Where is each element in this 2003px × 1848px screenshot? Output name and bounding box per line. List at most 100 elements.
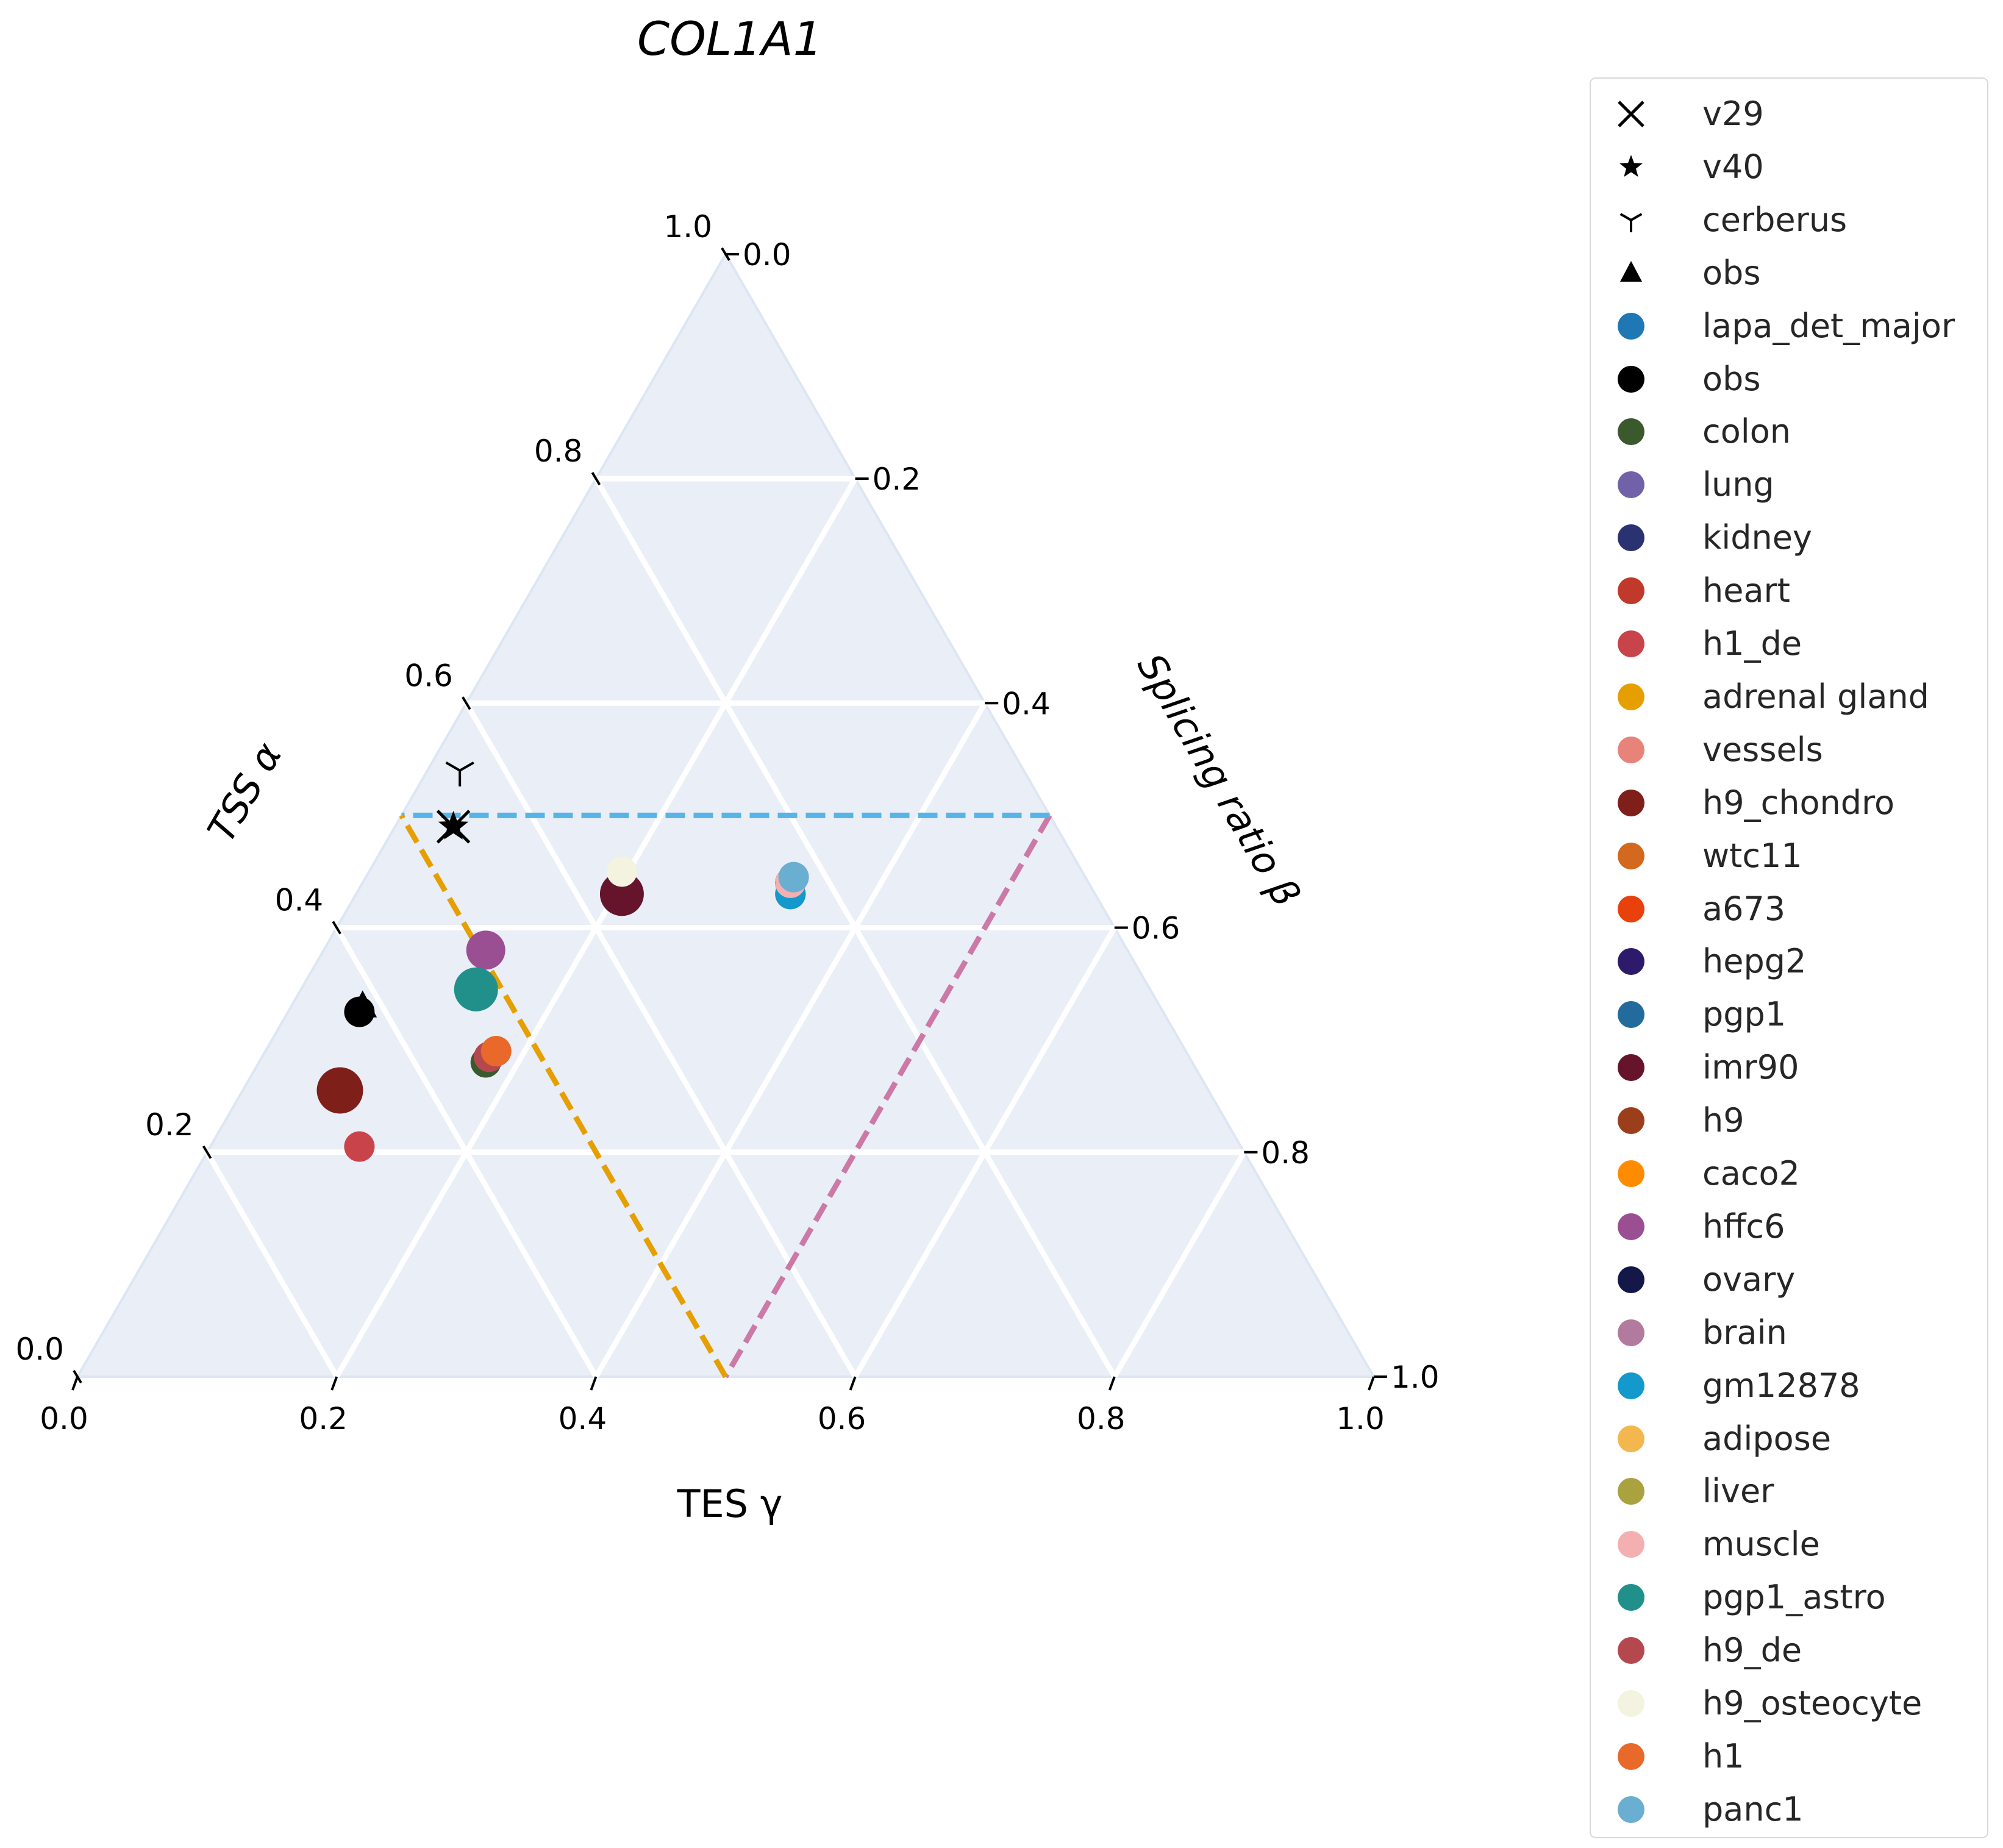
legend-item: h9_osteocyte [1591,1679,1987,1728]
legend-item: gm12878 [1591,1361,1987,1410]
legend-swatch [1618,1690,1644,1717]
tick-label-a: 1.0 [663,209,712,244]
legend-item: obs [1591,249,1987,298]
tick-label-b: 1.0 [1391,1360,1440,1395]
legend-item: a673 [1591,885,1987,933]
ternary-chart: COL1A1 0.0 0.0 0.0 0.2 0.2 0.2 0.4 0.4 0.4 0.6 0.6… [15,12,1440,1526]
legend-swatch [1618,1478,1644,1505]
legend-label: a673 [1702,889,1786,928]
tick-c [330,1376,338,1391]
legend-swatch [1619,154,1643,177]
point-v40 [438,810,469,840]
tick-label-b: 0.2 [873,462,921,497]
legend-label: cerberus [1702,200,1848,239]
legend: v29 v40 cerberus obs lapa_det_major obs colon l… [1590,77,1988,1838]
tick-a [202,1145,212,1159]
legend-label: adipose [1702,1419,1832,1458]
legend-swatch [1618,1796,1644,1823]
legend-swatch [1618,1160,1644,1187]
gridline-c [204,1151,340,1379]
legend-label: hepg2 [1702,942,1807,981]
legend-swatch [1618,1001,1644,1029]
tick-a [721,247,730,261]
legend-swatch [1618,524,1644,552]
legend-swatch [1618,1425,1644,1452]
legend-item: muscle [1591,1520,1987,1569]
guide-line-splicing-threshold [723,814,1052,1379]
legend-label: v40 [1702,147,1764,186]
legend-item: colon [1591,407,1987,456]
legend-label: caco2 [1702,1154,1800,1193]
legend-item: vessels [1591,726,1987,774]
legend-item: pgp1_astro [1591,1573,1987,1622]
legend-item: h9_chondro [1591,779,1987,827]
legend-label: h9_chondro [1702,783,1895,822]
legend-swatch [1618,101,1644,127]
tick-a [462,696,471,710]
legend-item: wtc11 [1591,832,1987,880]
axis-label-tes: TES γ [677,1482,783,1526]
tick-label-c: 0.0 [40,1401,88,1436]
tick-label-a: 0.0 [15,1332,64,1367]
tick-c [1368,1376,1375,1391]
tick-label-a: 0.2 [145,1107,194,1143]
legend-item: adrenal gland [1591,672,1987,721]
point-h9_chondro [316,1067,363,1114]
legend-label: imr90 [1702,1048,1799,1087]
legend-label: vessels [1702,730,1823,769]
legend-item: cerberus [1591,196,1987,244]
point-h1 [480,1036,512,1067]
legend-swatch [1618,312,1644,340]
legend-label: liver [1702,1472,1774,1511]
legend-swatch [1618,683,1644,710]
point-panc1 [778,862,809,893]
legend-label: ovary [1702,1260,1796,1299]
legend-label: h1 [1702,1736,1744,1775]
legend-item: hepg2 [1591,937,1987,986]
tick-label-b: 0.0 [743,237,791,273]
gridline-c [334,926,599,1379]
legend-label: adrenal gland [1702,677,1929,716]
legend-swatch [1618,1107,1644,1135]
legend-swatch [1618,577,1644,605]
legend-swatch [1618,630,1644,657]
legend-swatch [1618,365,1644,393]
legend-label: muscle [1702,1525,1820,1564]
legend-label: hffc6 [1702,1207,1785,1246]
tick-label-c: 0.4 [559,1401,607,1436]
tick-label-a: 0.4 [275,883,324,918]
legend-item: h1_de [1591,619,1987,668]
legend-label: h9 [1702,1101,1744,1140]
legend-label: kidney [1702,518,1812,557]
legend-swatch [1618,842,1644,869]
point-hffc6 [466,930,505,970]
legend-label: pgp1_astro [1702,1578,1886,1617]
legend-swatch [1618,736,1644,763]
guide-lines [399,812,1052,1379]
legend-label: wtc11 [1702,836,1802,875]
legend-item: caco2 [1591,1149,1987,1198]
tick-label-c: 0.2 [299,1401,348,1436]
legend-item: h9 [1591,1096,1987,1145]
tick-c [590,1376,598,1391]
point-imr90 [599,872,644,916]
tick-c [1108,1376,1116,1391]
axis-label-splicing: Splicing ratio β [1129,646,1309,914]
point-obs [344,996,375,1027]
legend-swatch [1618,1319,1644,1346]
legend-item: ovary [1591,1255,1987,1304]
legend-item: h1 [1591,1732,1987,1781]
legend-swatch [1618,1531,1644,1558]
legend-swatch [1618,1266,1644,1293]
legend-label: gm12878 [1702,1366,1860,1405]
point-cerberus [445,762,474,787]
legend-label: lung [1702,465,1774,504]
legend-swatch [1618,789,1644,816]
tick-c [849,1376,857,1391]
tick-label-b: 0.6 [1132,911,1180,946]
legend-label: colon [1702,412,1791,451]
legend-swatch [1618,1743,1644,1770]
tick-label-c: 0.6 [818,1401,866,1436]
legend-swatch [1618,1054,1644,1082]
chart-title: COL1A1 [637,12,823,66]
